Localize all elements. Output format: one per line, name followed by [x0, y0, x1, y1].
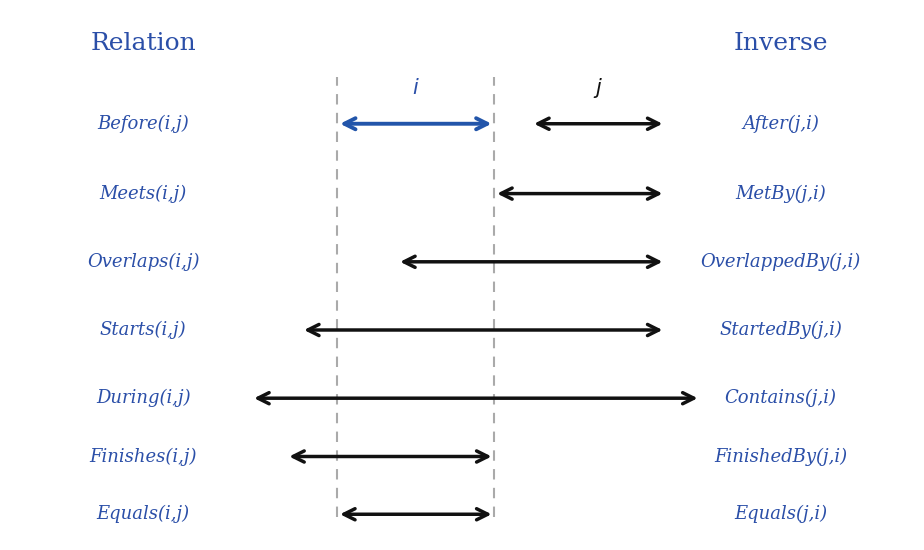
Text: Equals(j,i): Equals(j,i)	[735, 505, 827, 524]
Text: Finishes(i,j): Finishes(i,j)	[90, 447, 197, 466]
Text: FinishedBy(j,i): FinishedBy(j,i)	[714, 447, 847, 466]
Text: After(j,i): After(j,i)	[742, 114, 820, 133]
Text: OverlappedBy(j,i): OverlappedBy(j,i)	[700, 252, 861, 271]
Text: Relation: Relation	[91, 32, 196, 56]
Text: $j$: $j$	[593, 76, 602, 100]
Text: Before(i,j): Before(i,j)	[97, 114, 189, 133]
Text: MetBy(j,i): MetBy(j,i)	[736, 184, 826, 203]
Text: Equals(i,j): Equals(i,j)	[97, 505, 189, 524]
Text: Meets(i,j): Meets(i,j)	[100, 184, 187, 203]
Text: Starts(i,j): Starts(i,j)	[100, 321, 187, 339]
Text: During(i,j): During(i,j)	[96, 389, 190, 408]
Text: Inverse: Inverse	[734, 32, 828, 56]
Text: Overlaps(i,j): Overlaps(i,j)	[87, 252, 200, 271]
Text: StartedBy(j,i): StartedBy(j,i)	[720, 321, 842, 339]
Text: $i$: $i$	[412, 78, 419, 98]
Text: Contains(j,i): Contains(j,i)	[724, 389, 837, 408]
